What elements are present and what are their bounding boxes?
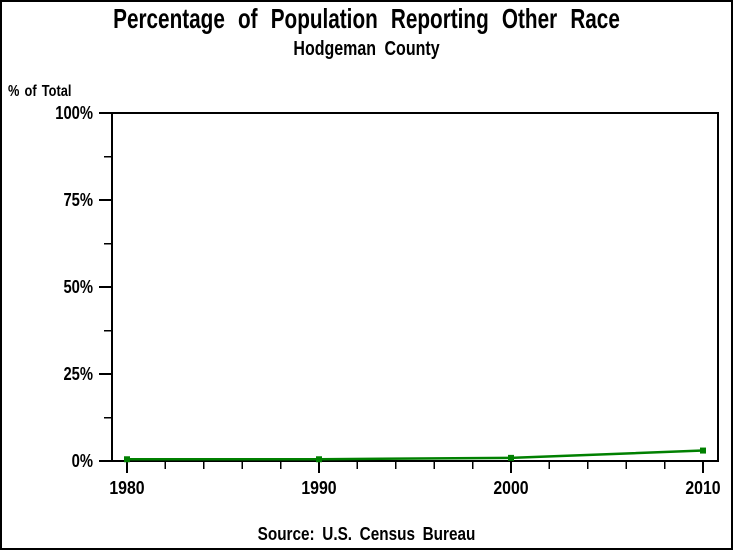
data-point-marker [124, 456, 130, 463]
data-line [127, 449, 704, 461]
chart-title: Percentage of Population Reporting Other… [113, 3, 620, 34]
data-point-marker [700, 447, 706, 454]
data-point-marker [508, 454, 514, 461]
y-axis-unit-label: % of Total [8, 83, 72, 100]
chart-subtitle: Hodgeman County [293, 38, 440, 60]
plot-frame [111, 112, 719, 462]
data-point-marker [316, 456, 322, 463]
source-note: Source: U.S. Census Bureau [257, 524, 476, 544]
